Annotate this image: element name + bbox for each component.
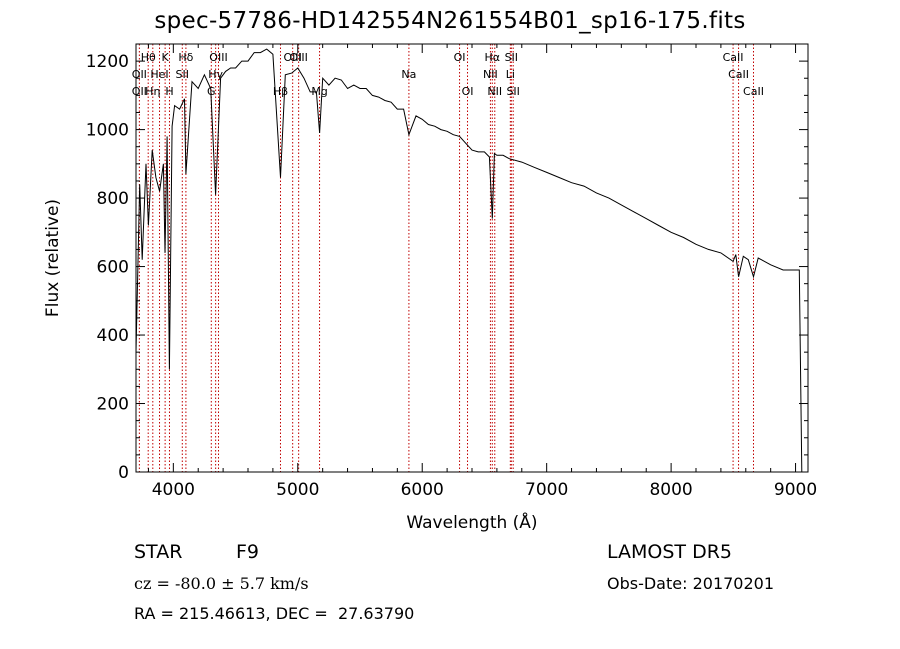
y-tick-label: 400 <box>97 326 129 346</box>
line-marker-label: Mg <box>311 85 327 98</box>
y-tick-label: 1200 <box>86 52 129 72</box>
line-marker-label: CaII <box>743 85 764 98</box>
line-marker-label: OI <box>462 85 474 98</box>
line-marker-label: K <box>162 51 170 64</box>
x-tick-label: 7000 <box>525 480 568 500</box>
line-marker-label: HeI <box>150 68 168 81</box>
spectrum-line <box>135 48 803 473</box>
x-axis-label: Wavelength (Å) <box>406 511 537 533</box>
object-type: STAR <box>134 541 183 563</box>
x-tick-label: 5000 <box>276 480 319 500</box>
line-marker-label: Hγ <box>208 68 223 81</box>
x-tick-label: 8000 <box>649 480 692 500</box>
line-marker-label: Li <box>506 68 515 81</box>
line-marker-label: CaII <box>728 68 749 81</box>
line-marker-label: OII <box>132 68 147 81</box>
line-marker-label: SII <box>506 85 519 98</box>
line-marker-label: SII <box>176 68 189 81</box>
line-marker-label: CaII <box>723 51 744 64</box>
line-marker-label: Hη <box>145 85 160 98</box>
redshift-velocity: cz = -80.0 ± 5.7 km/s <box>134 574 309 593</box>
coordinates: RA = 215.46613, DEC = 27.63790 <box>134 604 415 623</box>
observation-date: Obs-Date: 20170201 <box>607 574 775 593</box>
line-marker-label: Hθ <box>141 51 156 64</box>
x-tick-label: 4000 <box>152 480 195 500</box>
line-marker-label: OI <box>454 51 466 64</box>
y-tick-label: 200 <box>97 395 129 415</box>
line-marker-label: Hα <box>485 51 501 64</box>
line-marker-label: NII <box>487 85 502 98</box>
line-marker-label: Hβ <box>273 85 288 98</box>
line-marker-label: Na <box>401 68 416 81</box>
line-markers <box>138 44 754 472</box>
y-tick-label: 600 <box>97 258 129 278</box>
y-tick-label: 1000 <box>86 121 129 141</box>
x-tick-label: 9000 <box>774 480 817 500</box>
y-axis-label: Flux (relative) <box>43 199 63 317</box>
plot-frame <box>135 43 809 473</box>
y-tick-label: 800 <box>97 189 129 209</box>
x-axis: 4000 5000 6000 7000 8000 9000 <box>147 44 817 500</box>
line-marker-label: G <box>207 85 216 98</box>
line-marker-label: Hδ <box>178 51 193 64</box>
line-marker-label: OIII <box>209 51 227 64</box>
line-marker-label: NII <box>483 68 498 81</box>
line-marker-label: OII <box>132 85 147 98</box>
survey-name: LAMOST DR5 <box>607 541 732 563</box>
x-tick-label: 6000 <box>401 480 444 500</box>
chart-title: spec-57786-HD142554N261554B01_sp16-175.f… <box>154 8 746 34</box>
line-marker-label: OIII <box>289 51 307 64</box>
line-marker-label: OIII <box>283 51 301 64</box>
spectral-subclass: F9 <box>236 541 260 563</box>
y-tick-label: 0 <box>118 463 129 483</box>
line-marker-label: H <box>165 85 173 98</box>
y-axis: 0 200 400 600 800 1000 1200 <box>86 52 808 483</box>
line-marker-label: SII <box>505 51 518 64</box>
